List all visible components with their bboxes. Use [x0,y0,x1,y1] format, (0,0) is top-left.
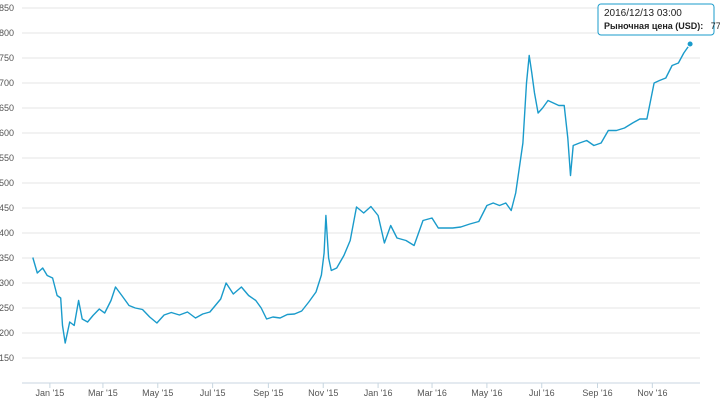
series-line [32,43,691,344]
y-tick-label: 200 [0,328,14,338]
hover-tooltip: 2016/12/13 03:00 Рыночная цена (USD): 77… [597,3,720,36]
tooltip-value: 778 [711,21,720,31]
x-tick-label: Mar '15 [88,388,118,398]
x-tick-label: Nov '16 [637,388,667,398]
series-layer [32,40,694,344]
tooltip-box [597,3,715,36]
x-tick-label: Jan '16 [364,388,393,398]
y-tick-label: 350 [0,253,14,263]
y-tick-label: 850 [0,3,14,13]
y-tick-label: 500 [0,178,14,188]
y-tick-label: 450 [0,203,14,213]
x-tick-label: Nov '15 [308,388,338,398]
x-tick-label: May '16 [471,388,502,398]
y-axis-ticks: 150 200 250 300 350 400 450 500 550 600 650 700 750 8… [0,3,14,363]
y-tick-label: 750 [0,53,14,63]
y-tick-label: 700 [0,78,14,88]
y-tick-label: 250 [0,303,14,313]
y-tick-label: 600 [0,128,14,138]
x-tick-label: Sep '15 [253,388,283,398]
y-tick-label: 400 [0,228,14,238]
x-tick-label: May '15 [142,388,173,398]
tooltip-point [686,40,694,48]
y-tick-label: 800 [0,28,14,38]
x-tick-label: Jul '16 [529,388,555,398]
y-tick-label: 300 [0,278,14,288]
tooltip-value-line: Рыночная цена (USD): 778 [604,16,720,33]
tooltip-label: Рыночная цена (USD): [604,21,703,31]
y-tick-label: 150 [0,353,14,363]
x-axis: Jan '15 Mar '15 May '15 Jul '15 Sep '15 Nov '… [22,382,700,398]
y-tick-label: 550 [0,153,14,163]
x-tick-label: Jan '15 [36,388,65,398]
x-tick-label: Mar '16 [417,388,447,398]
tooltip-date: 2016/12/13 03:00 [604,8,682,19]
x-tick-label: Sep '16 [582,388,612,398]
y-tick-label: 650 [0,103,14,113]
chart-grid [22,7,700,359]
x-tick-label: Jul '15 [200,388,226,398]
